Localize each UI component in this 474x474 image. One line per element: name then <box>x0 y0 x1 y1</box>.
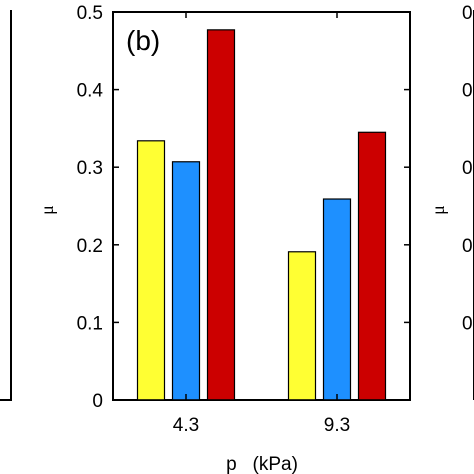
y-tick-label: 0 <box>92 391 103 412</box>
x-tick-label: 4.3 <box>173 415 199 436</box>
y-axis-label: μ <box>37 205 57 215</box>
right-neighbor-tick-fragment: 0 <box>462 81 473 102</box>
bars-group <box>113 29 410 401</box>
x-ticks-group: 4.3 9.3 <box>173 12 350 436</box>
bar-9.3-series-3 <box>357 131 387 401</box>
y-tick-label: 0.5 <box>77 3 103 24</box>
x-tick-label: 9.3 <box>324 415 350 436</box>
y-ticks-group: 0 0.1 0.2 0.3 0.4 0.5 <box>77 3 410 412</box>
bar-4.3-series-2 <box>171 161 201 401</box>
bar-4.3-series-3 <box>206 29 236 401</box>
right-neighbor-tick-fragment: 0 <box>462 313 473 334</box>
y-tick-label: 0.4 <box>77 81 104 102</box>
y-tick-label: 0.2 <box>77 236 103 257</box>
right-neighbor-ylabel: μ <box>428 205 448 215</box>
left-neighbor-panel-fragment <box>0 10 12 401</box>
x-axis-label: p (kPa) <box>226 454 298 474</box>
y-tick-label: 0.1 <box>77 313 103 334</box>
y-tick-label: 0.3 <box>77 158 103 179</box>
bar-9.3-series-1 <box>287 251 317 401</box>
right-neighbor-tick-fragment: 0 <box>462 236 473 257</box>
right-neighbor-tick-fragment: 0 <box>462 158 473 179</box>
right-neighbor-tick-fragment: 0 <box>462 3 473 24</box>
panel-label: (b) <box>126 25 160 56</box>
right-neighbor-panel-fragment: μ 0 0 0 0 0 <box>428 3 474 400</box>
bar-9.3-series-2 <box>322 198 352 401</box>
bar-4.3-series-1 <box>136 140 166 401</box>
